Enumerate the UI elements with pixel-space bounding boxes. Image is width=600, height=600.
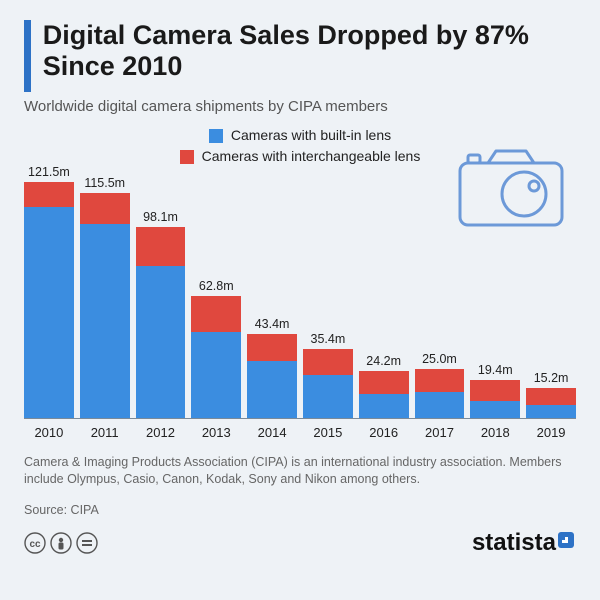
x-axis-line (24, 418, 576, 419)
bar-stack (470, 380, 520, 418)
x-tick-label: 2018 (470, 425, 520, 440)
bar-stack (80, 193, 130, 418)
bar-total-label: 43.4m (255, 317, 290, 331)
bar-segment-interchangeable (80, 193, 130, 224)
bar-total-label: 35.4m (311, 332, 346, 346)
subtitle: Worldwide digital camera shipments by CI… (24, 98, 576, 115)
bar-total-label: 98.1m (143, 210, 178, 224)
bar-stack (136, 227, 186, 418)
bar-stack (24, 182, 74, 418)
bar-column: 35.4m (303, 332, 353, 418)
bar-total-label: 15.2m (534, 371, 569, 385)
bar-segment-builtin (80, 224, 130, 418)
bar-column: 62.8m (191, 279, 241, 418)
brand-logo: statista (472, 529, 576, 558)
legend-label: Cameras with interchangeable lens (202, 146, 421, 167)
bar-segment-builtin (415, 392, 465, 418)
brand-text: statista (472, 529, 556, 556)
bar-segment-interchangeable (191, 296, 241, 332)
x-tick-label: 2013 (191, 425, 241, 440)
x-tick-label: 2010 (24, 425, 74, 440)
bar-total-label: 62.8m (199, 279, 234, 293)
bar-stack (526, 388, 576, 418)
nd-icon (76, 532, 98, 554)
bar-total-label: 24.2m (366, 354, 401, 368)
bar-column: 15.2m (526, 371, 576, 418)
infographic: Digital Camera Sales Dropped by 87% Sinc… (0, 0, 600, 569)
bar-chart: 121.5m115.5m98.1m62.8m43.4m35.4m24.2m25.… (24, 175, 576, 440)
cc-icon: cc (24, 532, 46, 554)
by-icon (50, 532, 72, 554)
bar-segment-interchangeable (415, 369, 465, 392)
bar-total-label: 115.5m (84, 176, 125, 190)
svg-text:cc: cc (29, 539, 41, 550)
bar-segment-builtin (303, 375, 353, 418)
footer-bar: cc statista (24, 529, 576, 558)
legend-swatch (180, 150, 194, 164)
bar-column: 115.5m (80, 176, 130, 418)
source-label: Source: CIPA (24, 502, 576, 519)
x-tick-label: 2016 (359, 425, 409, 440)
legend-item: Cameras with built-in lens (24, 125, 576, 146)
bar-segment-builtin (526, 405, 576, 418)
bar-segment-interchangeable (526, 388, 576, 404)
x-axis: 2010 2011 2012 2013 2014 2015 2016 2017 2018 2019 (24, 425, 576, 440)
bar-segment-interchangeable (303, 349, 353, 374)
bar-stack (247, 334, 297, 418)
bars-area: 121.5m115.5m98.1m62.8m43.4m35.4m24.2m25.… (24, 175, 576, 418)
bar-stack (191, 296, 241, 418)
bar-segment-builtin (470, 401, 520, 418)
bar-stack (359, 371, 409, 418)
bar-stack (415, 369, 465, 418)
bar-segment-builtin (359, 394, 409, 418)
bar-column: 121.5m (24, 165, 74, 418)
bar-column: 43.4m (247, 317, 297, 418)
bar-stack (303, 349, 353, 418)
x-tick-label: 2017 (415, 425, 465, 440)
license-icons: cc (24, 532, 98, 554)
bar-column: 25.0m (415, 352, 465, 418)
bar-column: 98.1m (136, 210, 186, 418)
bar-segment-builtin (191, 332, 241, 418)
bar-segment-builtin (247, 361, 297, 418)
title-bar: Digital Camera Sales Dropped by 87% Sinc… (24, 20, 576, 92)
x-tick-label: 2012 (136, 425, 186, 440)
x-tick-label: 2011 (80, 425, 130, 440)
x-tick-label: 2014 (247, 425, 297, 440)
bar-segment-builtin (136, 266, 186, 418)
bar-segment-interchangeable (247, 334, 297, 361)
bar-column: 24.2m (359, 354, 409, 418)
bar-total-label: 19.4m (478, 363, 513, 377)
title-accent (24, 20, 31, 92)
bar-segment-interchangeable (359, 371, 409, 394)
bar-segment-builtin (24, 207, 74, 418)
legend-label: Cameras with built-in lens (231, 125, 391, 146)
bar-segment-interchangeable (24, 182, 74, 207)
x-tick-label: 2015 (303, 425, 353, 440)
bar-segment-interchangeable (470, 380, 520, 401)
legend-swatch (209, 129, 223, 143)
bar-total-label: 121.5m (28, 165, 70, 179)
brand-dot-icon (556, 529, 576, 557)
x-tick-label: 2019 (526, 425, 576, 440)
bar-column: 19.4m (470, 363, 520, 418)
footnote: Camera & Imaging Products Association (C… (24, 454, 576, 488)
bar-total-label: 25.0m (422, 352, 457, 366)
page-title: Digital Camera Sales Dropped by 87% Sinc… (43, 20, 576, 82)
bar-segment-interchangeable (136, 227, 186, 266)
